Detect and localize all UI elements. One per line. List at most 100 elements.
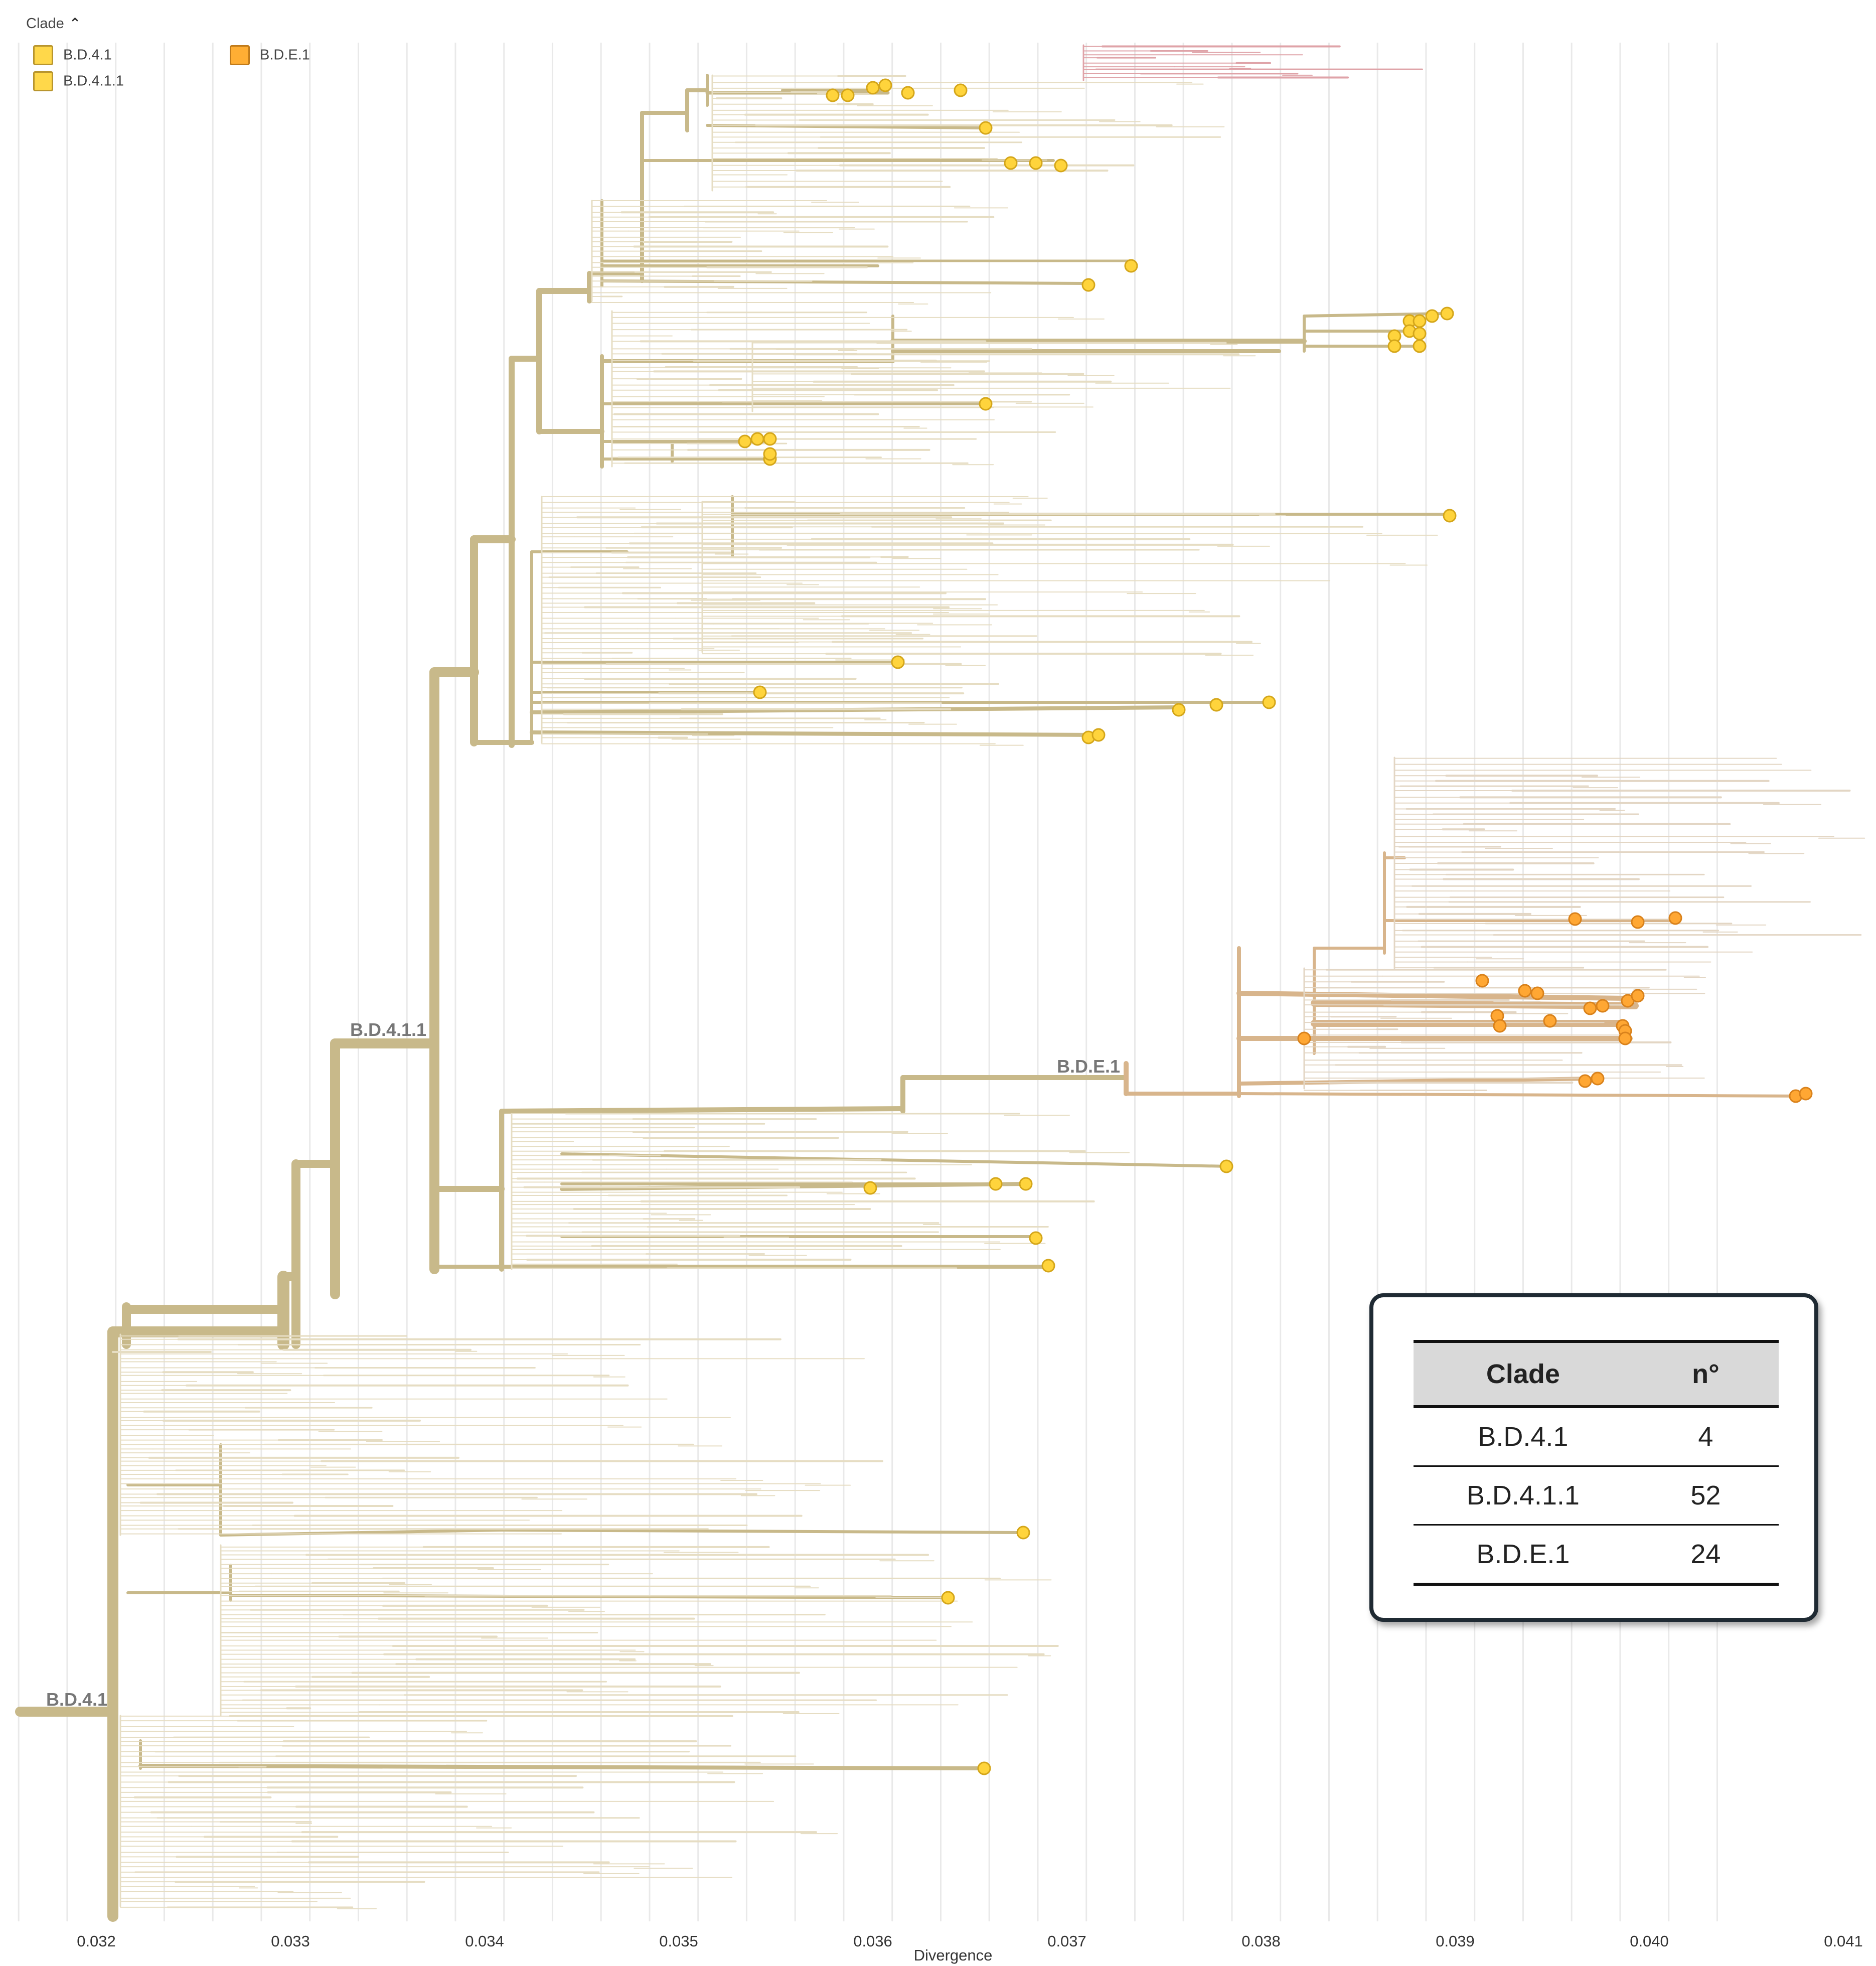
x-tick-label: 0.032 [77, 1932, 116, 1950]
tip-marker [1029, 1231, 1043, 1245]
tip-marker [1413, 327, 1427, 341]
tip-marker [1091, 728, 1106, 742]
tip-marker [863, 1181, 877, 1195]
tip-marker [750, 432, 764, 446]
branch [1303, 312, 1446, 318]
x-tick-label: 0.036 [853, 1932, 892, 1950]
x-tick-label: 0.039 [1436, 1932, 1475, 1950]
branch [560, 1152, 1230, 1168]
legend-swatch-bd411 [33, 71, 53, 91]
tip-marker [1493, 1019, 1507, 1033]
legend-swatch-bd41 [33, 45, 53, 65]
column-header-n: n° [1632, 1340, 1779, 1408]
tip-marker [763, 432, 777, 446]
tip-marker [901, 86, 915, 100]
tip-marker [1440, 307, 1454, 321]
column-header-clade: Clade [1414, 1340, 1633, 1408]
tip-marker [1578, 1074, 1592, 1088]
tip-marker [1475, 974, 1489, 988]
branch [499, 1106, 905, 1114]
tip-marker [826, 88, 840, 102]
tip-marker [1583, 1001, 1597, 1015]
tip-marker [977, 1761, 991, 1775]
table-row: B.D.E.1 24 [1414, 1525, 1779, 1586]
tree-branches [15, 44, 1865, 1922]
tip-marker [1297, 1031, 1311, 1045]
x-tick-label: 0.033 [271, 1932, 310, 1950]
tip-marker [1081, 278, 1096, 292]
branch [138, 1764, 985, 1770]
branch [1237, 1092, 1807, 1098]
table-row: B.D.4.1 4 [1414, 1407, 1779, 1467]
tip-marker [1019, 1177, 1033, 1191]
tip-marker [841, 88, 855, 102]
table-cell-clade: B.D.4.1.1 [1414, 1466, 1633, 1526]
tip-marker [1124, 259, 1138, 273]
legend-item-bde1[interactable]: B.D.E.1 [230, 45, 310, 65]
tip-marker [1668, 911, 1682, 925]
table-cell-clade: B.D.E.1 [1414, 1525, 1633, 1586]
tip-marker [1041, 1259, 1055, 1273]
tip-marker [1172, 703, 1186, 717]
clade-label-bd411: B.D.4.1.1 [350, 1019, 426, 1040]
legend-title[interactable]: Clade ⌃ [26, 16, 81, 32]
tip-marker [1425, 309, 1439, 323]
branch [530, 730, 1101, 737]
clade-count-table: Clade n° B.D.4.1 4 B.D.4.1.1 52 B.D.E.1 … [1369, 1293, 1818, 1622]
branch [706, 124, 985, 129]
x-tick-label: 0.038 [1241, 1932, 1281, 1950]
tip-marker [941, 1591, 955, 1605]
tip-marker [891, 655, 905, 669]
table-row: B.D.4.1.1 52 [1414, 1466, 1779, 1526]
x-tick-label: 0.041 [1824, 1932, 1863, 1950]
summary-table: Clade n° B.D.4.1 4 B.D.4.1.1 52 B.D.E.1 … [1414, 1340, 1779, 1586]
tip-marker [1016, 1526, 1030, 1540]
tip-marker [1413, 314, 1427, 328]
tree-tips [738, 78, 1813, 1775]
tip-marker [866, 81, 880, 95]
tip-marker [878, 78, 892, 92]
tip-marker [1518, 984, 1532, 998]
branch [500, 1529, 1025, 1534]
grid-lines [18, 43, 1718, 1921]
clade-label-bd41: B.D.4.1 [46, 1689, 107, 1710]
tip-marker [1618, 1031, 1632, 1045]
x-tick-label: 0.037 [1047, 1932, 1086, 1950]
table-header-row: Clade n° [1414, 1340, 1779, 1408]
legend-swatch-bde1 [230, 45, 250, 65]
tip-marker [763, 447, 777, 461]
table-cell-n: 52 [1632, 1466, 1779, 1526]
tip-marker [1054, 159, 1068, 173]
tip-marker [1631, 989, 1645, 1003]
tip-marker [989, 1177, 1003, 1191]
tip-marker [1530, 986, 1544, 1000]
table-cell-n: 24 [1632, 1525, 1779, 1586]
legend-item-bd41[interactable]: B.D.4.1 [33, 45, 112, 65]
branch [1236, 991, 1628, 1001]
x-axis-label: Divergence [914, 1946, 993, 1964]
tip-marker [1543, 1014, 1557, 1028]
tip-marker [1413, 339, 1427, 353]
tip-marker [1219, 1159, 1233, 1173]
table-cell-clade: B.D.4.1 [1414, 1407, 1633, 1467]
tip-marker [1596, 999, 1610, 1013]
tip-marker [954, 83, 968, 97]
clade-label-bde1: B.D.E.1 [1057, 1056, 1120, 1077]
legend-item-bd411[interactable]: B.D.4.1.1 [33, 71, 124, 91]
tip-marker [1387, 339, 1401, 353]
branch [1237, 1077, 1597, 1086]
x-tick-label: 0.035 [659, 1932, 698, 1950]
tip-marker [1591, 1072, 1605, 1086]
tip-marker [1799, 1087, 1813, 1101]
tip-marker [979, 397, 993, 411]
tip-marker [738, 434, 752, 448]
chevron-up-icon[interactable]: ⌃ [69, 16, 81, 31]
tip-marker [1631, 915, 1645, 929]
tip-marker [1029, 156, 1043, 170]
tip-marker [753, 685, 767, 699]
table-cell-n: 4 [1632, 1407, 1779, 1467]
tip-marker [1262, 695, 1276, 709]
x-axis: 0.032 0.033 0.034 0.035 0.036 0.037 0.038 0.039… [77, 1932, 1863, 1950]
x-tick-label: 0.034 [465, 1932, 504, 1950]
